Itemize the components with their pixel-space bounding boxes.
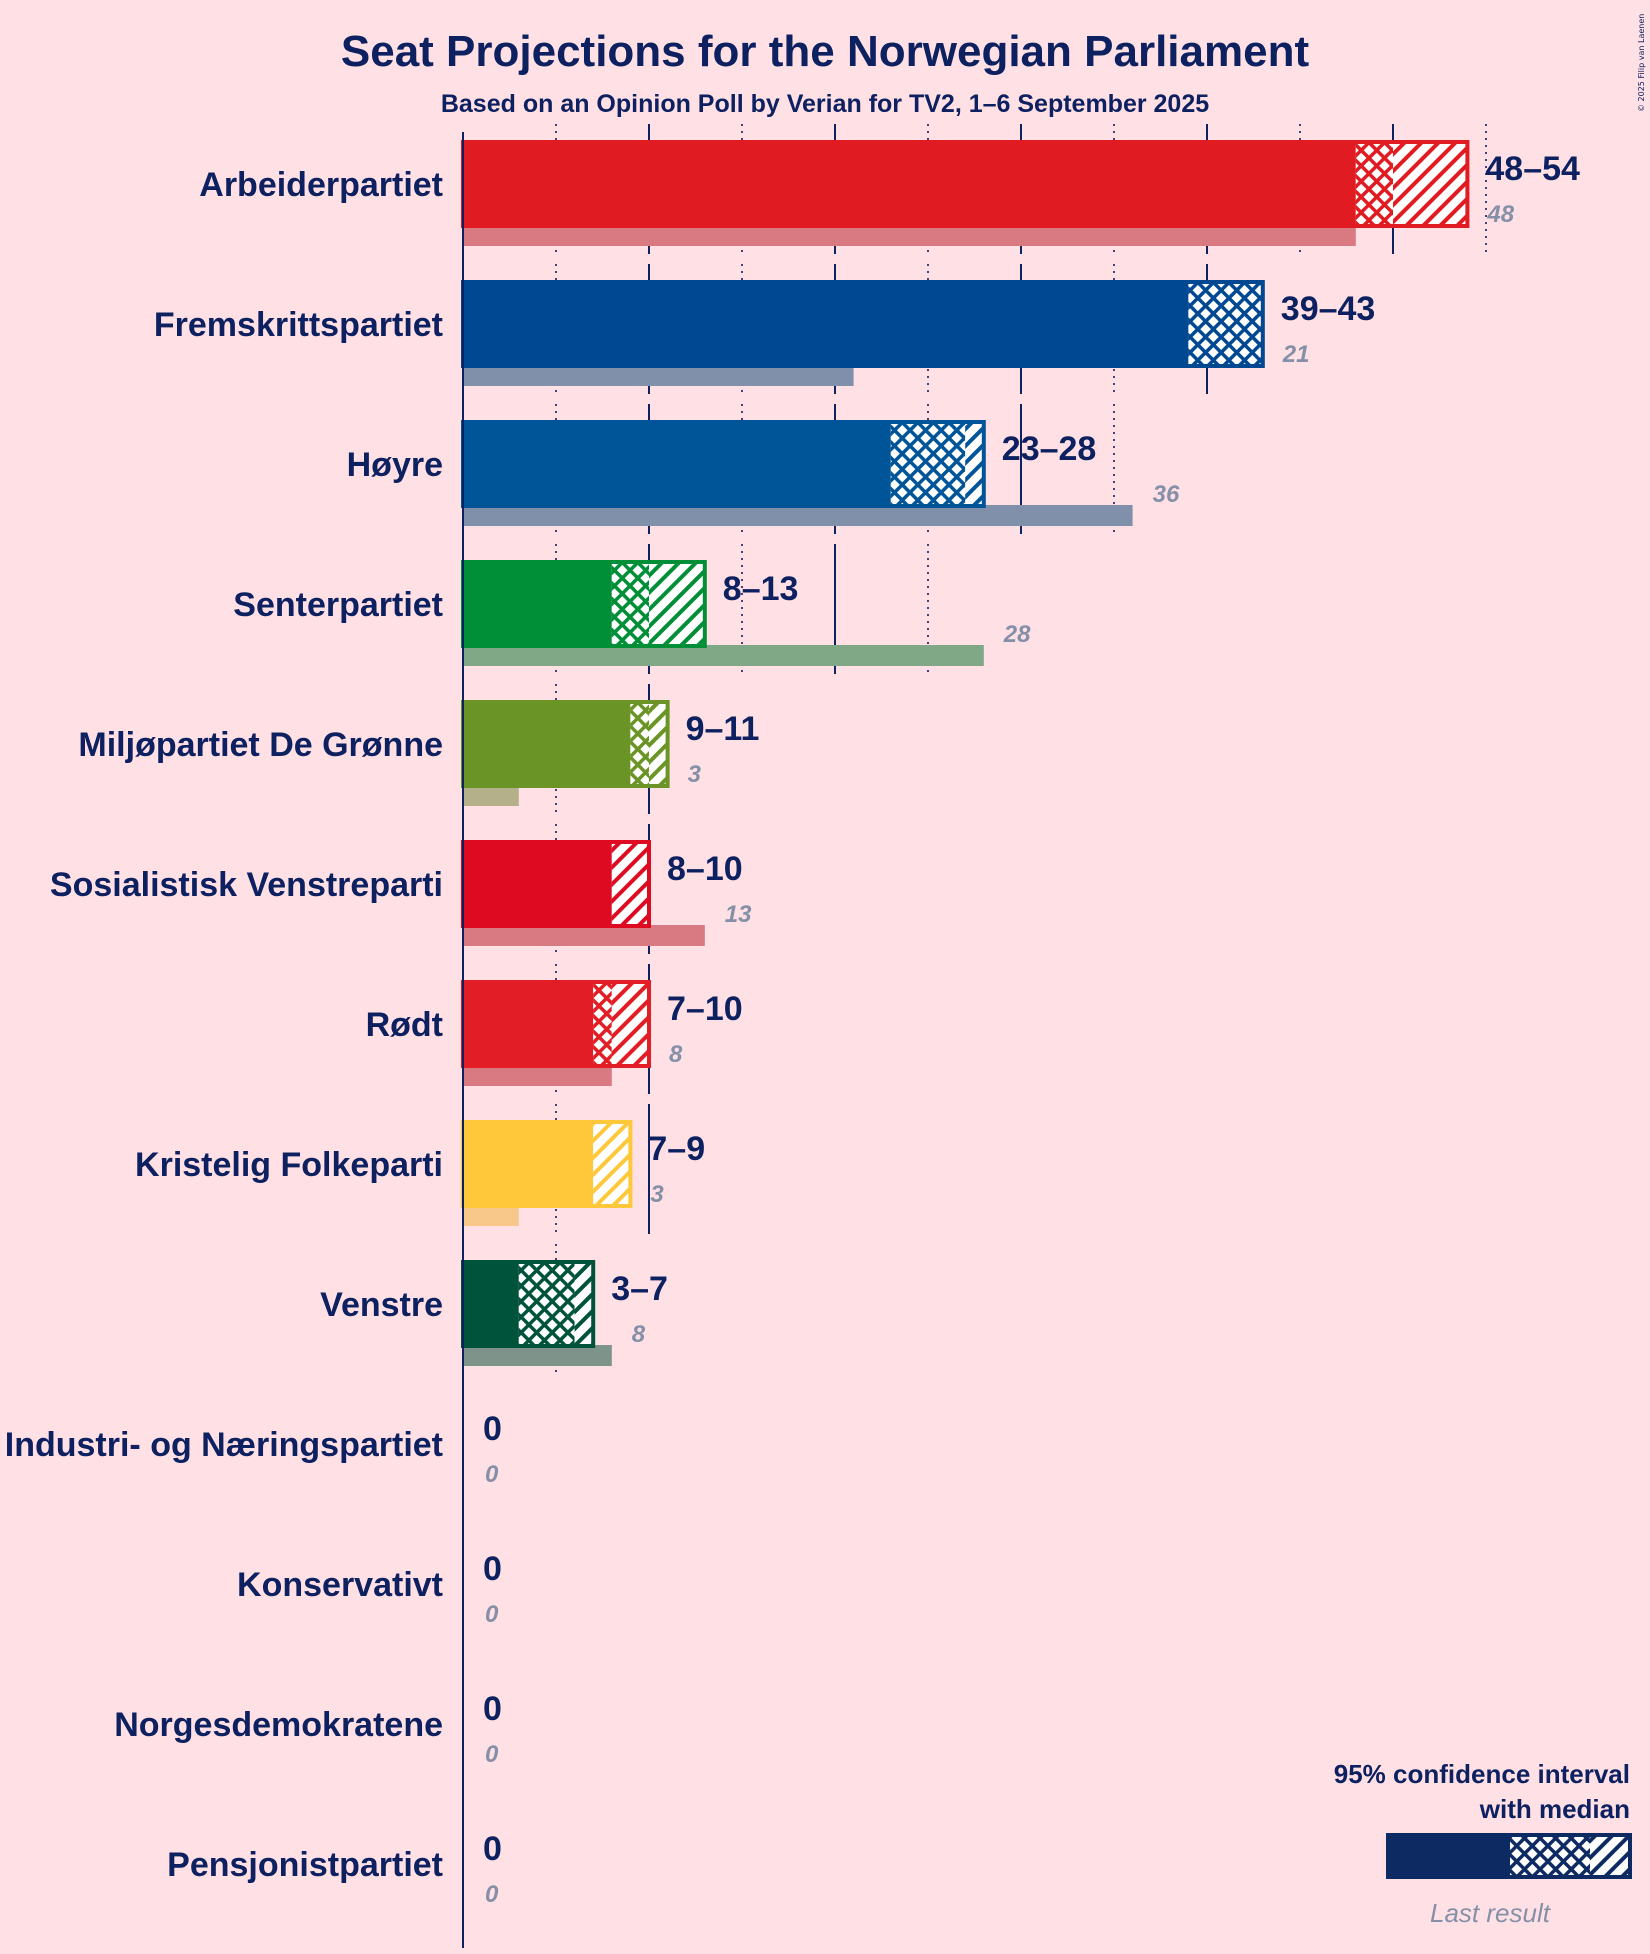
party-label: Pensjonistpartiet [167,1846,443,1884]
party-row: Pensjonistpartiet 0 0 [167,1830,502,1908]
party-row: Industri- og Næringspartiet 0 0 [5,1410,502,1488]
legend-interval-diagonal [1590,1835,1630,1877]
range-label: 0 [483,1690,502,1728]
ci-crosshatch-bar [593,982,612,1066]
last-result-bar [463,225,1356,246]
ci-crosshatch-bar [1188,282,1263,366]
last-result-bar [463,645,984,666]
party-row: Miljøpartiet De Grønne 9–11 3 [78,700,760,806]
last-result-label: 8 [632,1321,646,1348]
ci-solid-bar [463,982,594,1066]
party-row: Fremskrittspartiet 39–43 21 [154,280,1376,386]
ci-diagonal-bar [965,422,984,506]
legend-title-line1: 95% confidence interval [1334,1759,1630,1789]
party-row: Høyre 23–28 36 [347,420,1180,526]
range-label: 0 [483,1410,502,1448]
last-result-label: 21 [1282,341,1310,368]
last-result-label: 3 [688,761,702,788]
range-label: 8–13 [723,570,799,608]
last-result-label: 0 [485,1881,499,1908]
party-label: Miljøpartiet De Grønne [78,726,443,764]
last-result-label: 0 [485,1741,499,1768]
party-label: Fremskrittspartiet [154,306,443,344]
ci-solid-bar [463,142,1356,226]
party-label: Industri- og Næringspartiet [5,1426,443,1464]
ci-crosshatch-bar [630,702,649,786]
last-result-bar [463,365,854,386]
legend-last-result-label: Last result [1430,1898,1552,1928]
party-label: Konservativt [237,1566,443,1604]
last-result-bar [463,1345,612,1366]
party-label: Norgesdemokratene [114,1706,443,1744]
ci-diagonal-bar [574,1262,594,1346]
party-row: Konservativt 0 0 [237,1550,502,1628]
last-result-bar [463,1205,519,1226]
legend-interval-outline [1386,1833,1632,1879]
party-label: Rødt [366,1006,443,1044]
ci-solid-bar [463,562,612,646]
party-label: Kristelig Folkeparti [135,1146,443,1184]
chart-title: Seat Projections for the Norwegian Parli… [341,27,1310,76]
last-result-bar [463,505,1133,526]
last-result-label: 13 [725,901,752,928]
last-result-label: 0 [485,1601,499,1628]
last-result-label: 0 [485,1461,499,1488]
last-result-label: 48 [1486,201,1514,228]
range-label: 9–11 [686,710,760,748]
bars-group: Arbeiderpartiet 48–54 48 Fremskrittspartiet… [5,140,1580,1908]
party-label: Venstre [320,1286,443,1324]
ci-diagonal-bar [649,562,705,646]
legend-interval-crosshatch [1510,1835,1590,1877]
ci-solid-bar [463,702,631,786]
legend: 95% confidence interval with median Last… [1334,1759,1632,1928]
last-result-label: 28 [1003,621,1031,648]
last-result-label: 36 [1153,481,1180,508]
ci-diagonal-bar [611,842,649,926]
ci-solid-bar [463,1262,519,1346]
last-result-bar [463,925,705,946]
party-label: Arbeiderpartiet [199,166,443,204]
legend-title-line2: with median [1479,1794,1630,1824]
party-row: Senterpartiet 8–13 28 [233,560,1031,666]
party-row: Venstre 3–7 8 [320,1260,668,1366]
party-row: Kristelig Folkeparti 7–9 3 [135,1120,705,1226]
party-row: Norgesdemokratene 0 0 [114,1690,502,1768]
last-result-bar [463,785,519,806]
party-label: Høyre [347,446,443,484]
range-label: 7–9 [648,1130,705,1168]
party-row: Sosialistisk Venstreparti 8–10 13 [50,840,752,946]
range-label: 39–43 [1281,290,1376,328]
ci-crosshatch-bar [1355,142,1393,226]
chart-subtitle: Based on an Opinion Poll by Verian for T… [441,90,1209,118]
range-label: 7–10 [667,990,743,1028]
ci-crosshatch-bar [890,422,966,506]
party-label: Sosialistisk Venstreparti [50,866,443,904]
ci-solid-bar [463,282,1189,366]
ci-solid-bar [463,842,612,926]
copyright-notice: © 2025 Filip van Laenen [1637,14,1646,112]
range-label: 0 [483,1550,502,1588]
legend-interval-solid [1388,1835,1510,1877]
range-label: 8–10 [667,850,743,888]
ci-solid-bar [463,1122,594,1206]
ci-crosshatch-bar [518,1262,575,1346]
last-result-bar [463,1065,612,1086]
party-row: Rødt 7–10 8 [366,980,743,1086]
ci-diagonal-bar [649,702,668,786]
last-result-label: 3 [650,1181,664,1208]
ci-diagonal-bar [593,1122,631,1206]
range-label: 0 [483,1830,502,1868]
range-label: 23–28 [1002,430,1097,468]
ci-crosshatch-bar [611,562,649,646]
ci-solid-bar [463,422,891,506]
party-row: Arbeiderpartiet 48–54 48 [199,140,1580,246]
party-label: Senterpartiet [233,586,443,624]
ci-diagonal-bar [611,982,649,1066]
range-label: 3–7 [611,1270,668,1308]
range-label: 48–54 [1485,150,1580,188]
ci-diagonal-bar [1393,142,1468,226]
last-result-label: 8 [669,1041,683,1068]
